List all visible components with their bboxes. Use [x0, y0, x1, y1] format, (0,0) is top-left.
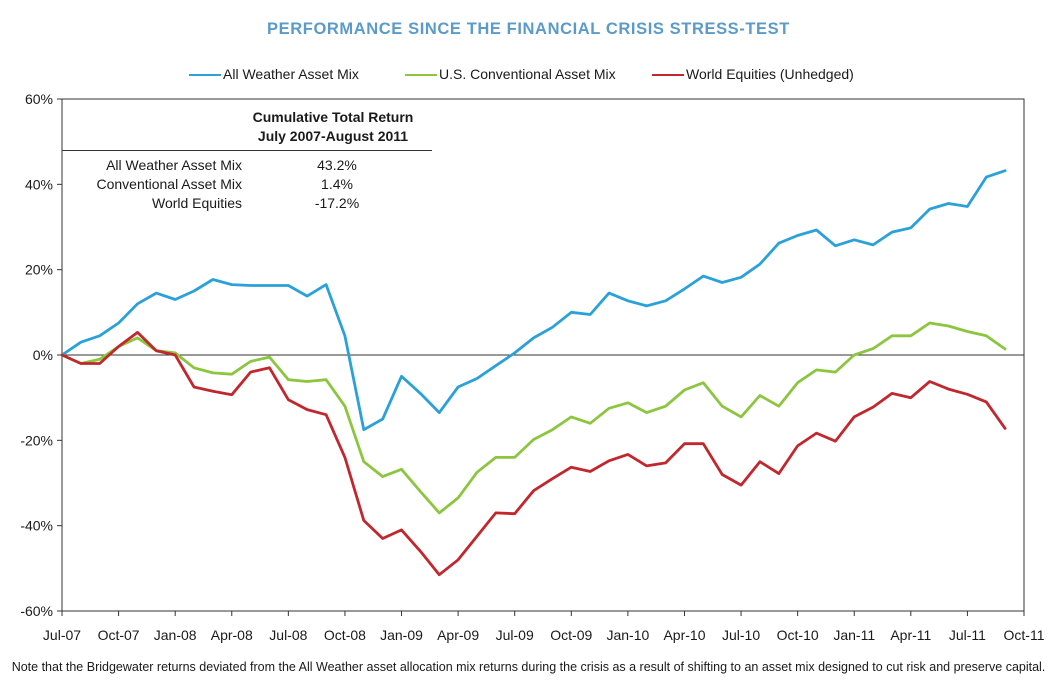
x-tick-label: Oct-09 [550, 627, 592, 643]
y-tick-label: -60% [20, 603, 53, 619]
y-tick-label: 20% [25, 262, 53, 278]
x-tick-label: Jan-08 [154, 627, 197, 643]
legend-label-all-weather: All Weather Asset Mix [223, 66, 359, 82]
table-row: Conventional Asset Mix 1.4% [62, 176, 434, 195]
x-tick-label: Apr-11 [890, 627, 931, 643]
x-tick-label: Oct-11 [1004, 627, 1045, 643]
legend-item-world-equities: World Equities (Unhedged) [652, 66, 854, 82]
table-heading-line2: July 2007-August 2011 [257, 128, 409, 144]
footnote: Note that the Bridgewater returns deviat… [11, 660, 1046, 674]
y-tick-label: -40% [20, 518, 53, 534]
table-row: All Weather Asset Mix 43.2% [62, 157, 434, 176]
table-row-value: -17.2% [314, 195, 360, 211]
chart-title: PERFORMANCE SINCE THE FINANCIAL CRISIS S… [267, 20, 790, 38]
legend-item-all-weather: All Weather Asset Mix [189, 66, 359, 82]
table-heading-line1: Cumulative Total Return [252, 109, 414, 125]
x-tick-label: Apr-10 [663, 627, 705, 643]
legend-swatch-all-weather [189, 74, 221, 77]
x-tick-label: Oct-07 [98, 627, 140, 643]
x-tick-label: Jul-07 [43, 627, 81, 643]
legend: All Weather Asset Mix U.S. Conventional … [0, 66, 1057, 86]
legend-item-conventional: U.S. Conventional Asset Mix [405, 66, 616, 82]
table-row-label: All Weather Asset Mix [106, 157, 242, 173]
series-all-weather-line [60, 169, 1007, 432]
x-tick-label: Oct-10 [777, 627, 819, 643]
legend-swatch-conventional [405, 74, 437, 77]
x-tick-label: Jul-08 [269, 627, 307, 643]
x-tick-label: Jan-10 [606, 627, 649, 643]
x-tick-label: Apr-08 [211, 627, 253, 643]
cumulative-return-table: Cumulative Total Return July 2007-August… [62, 108, 434, 214]
y-tick-label: 40% [25, 176, 53, 192]
legend-label-world-equities: World Equities (Unhedged) [686, 66, 854, 82]
series-world-equities-line [60, 330, 1007, 577]
x-tick-label: Jul-10 [722, 627, 760, 643]
legend-label-conventional: U.S. Conventional Asset Mix [439, 66, 616, 82]
table-row-label: Conventional Asset Mix [96, 176, 242, 192]
y-tick-label: -20% [20, 432, 53, 448]
x-tick-label: Jul-11 [949, 627, 986, 643]
x-tick-label: Jan-09 [380, 627, 423, 643]
table-divider [62, 150, 432, 151]
y-tick-label: 60% [25, 91, 53, 107]
x-tick-label: Jul-09 [496, 627, 534, 643]
x-tick-label: Jan-11 [833, 627, 875, 643]
table-row: World Equities -17.2% [62, 195, 434, 214]
series-conventional-line [60, 321, 1007, 515]
legend-swatch-world-equities [652, 74, 684, 77]
y-tick-label: 0% [33, 347, 53, 363]
table-row-value: 43.2% [317, 157, 357, 173]
x-tick-label: Apr-09 [437, 627, 479, 643]
table-row-label: World Equities [151, 195, 242, 211]
table-row-value: 1.4% [321, 176, 353, 192]
x-tick-label: Oct-08 [324, 627, 366, 643]
